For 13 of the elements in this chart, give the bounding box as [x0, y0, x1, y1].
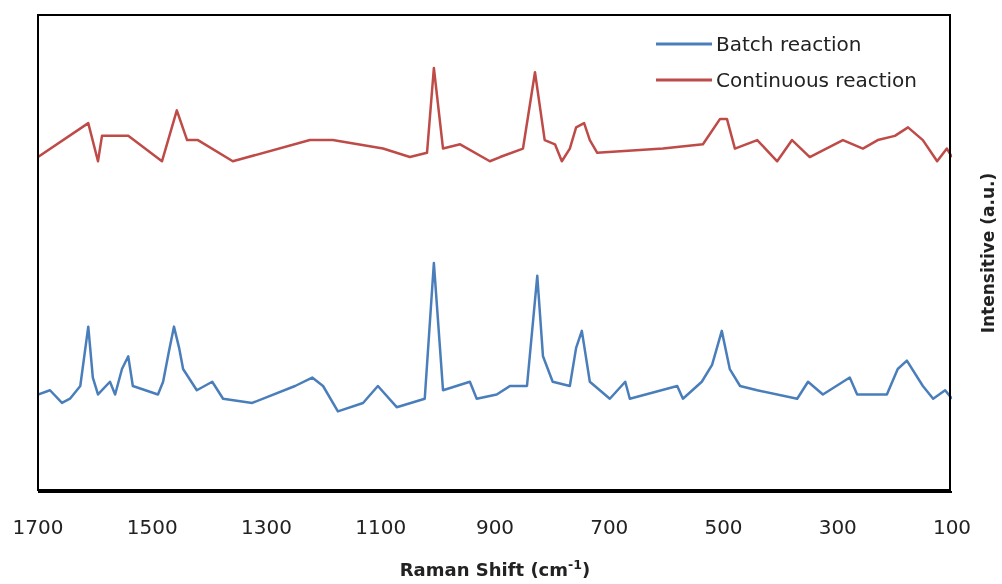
x-tick-label: 300 [818, 515, 857, 540]
x-tick-label: 100 [932, 515, 972, 540]
x-tick-label: 500 [704, 515, 743, 540]
x-tick-label: 900 [475, 515, 515, 540]
x-axis-title: Raman Shift (cm$^{-1}$) [399, 556, 591, 580]
y-axis-title: Intensitive (a.u.) [978, 172, 998, 334]
x-tick-label: 1500 [126, 515, 178, 540]
x-tick-label: 1100 [355, 515, 407, 540]
legend-label: Continuous reaction [716, 68, 917, 92]
x-tick-label: 700 [590, 515, 629, 540]
legend-label: Batch reaction [716, 32, 862, 56]
x-tick-label: 1700 [12, 515, 64, 540]
x-tick-label: 1300 [241, 515, 292, 540]
